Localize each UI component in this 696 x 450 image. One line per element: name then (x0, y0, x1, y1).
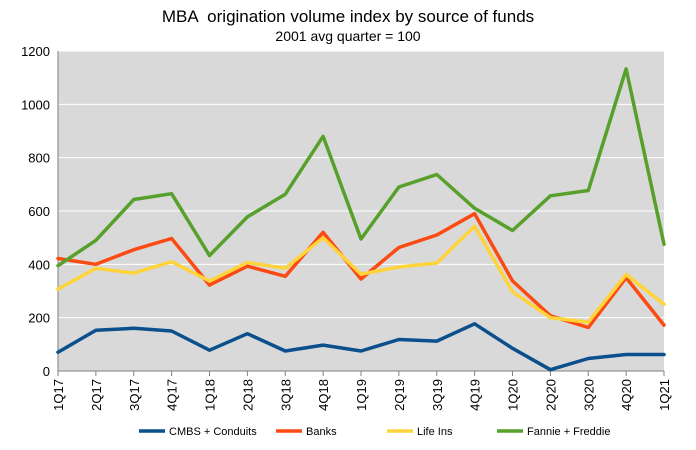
x-tick-label: 1Q18 (203, 379, 218, 411)
x-tick-label: 4Q18 (316, 379, 331, 411)
y-tick-label: 1000 (21, 97, 50, 112)
x-tick-label: 3Q19 (430, 379, 445, 411)
series-line (56, 322, 666, 372)
x-tick-label: 3Q20 (581, 379, 596, 411)
legend-item: Life Ins (387, 426, 453, 438)
x-tick-label: 1Q17 (51, 379, 66, 411)
x-tick-label: 2Q19 (392, 379, 407, 411)
y-tick-label: 800 (28, 151, 50, 166)
x-tick-label: 3Q18 (278, 379, 293, 411)
legend-item: Banks (276, 426, 337, 438)
legend-label: Fannie + Freddie (527, 426, 610, 438)
x-tick-label: 1Q19 (354, 379, 369, 411)
y-tick-label: 1200 (21, 44, 50, 59)
x-tick-label: 4Q20 (619, 379, 634, 411)
y-tick-label: 600 (28, 204, 50, 219)
legend-item: Fannie + Freddie (497, 426, 610, 438)
x-tick-label: 4Q17 (165, 379, 180, 411)
legend-label: CMBS + Conduits (169, 426, 257, 438)
chart-title: MBA origination volume index by source o… (161, 7, 535, 26)
x-tick-label: 2Q18 (240, 379, 255, 411)
y-tick-label: 200 (28, 311, 50, 326)
legend-label: Banks (306, 426, 337, 438)
legend-label: Life Ins (417, 426, 453, 438)
y-tick-label: 0 (43, 364, 50, 379)
x-tick-label: 2Q17 (89, 379, 104, 411)
x-tick-label: 1Q21 (657, 379, 672, 411)
x-tick-label: 1Q20 (506, 379, 521, 411)
chart-subtitle: 2001 avg quarter = 100 (275, 28, 421, 44)
x-tick-label: 2Q20 (543, 379, 558, 411)
legend-item: CMBS + Conduits (139, 426, 257, 438)
x-tick-label: 4Q19 (468, 379, 483, 411)
x-tick-label: 3Q17 (127, 379, 142, 411)
series-line (56, 67, 666, 268)
y-tick-label: 400 (28, 257, 50, 272)
series-line (56, 224, 666, 324)
